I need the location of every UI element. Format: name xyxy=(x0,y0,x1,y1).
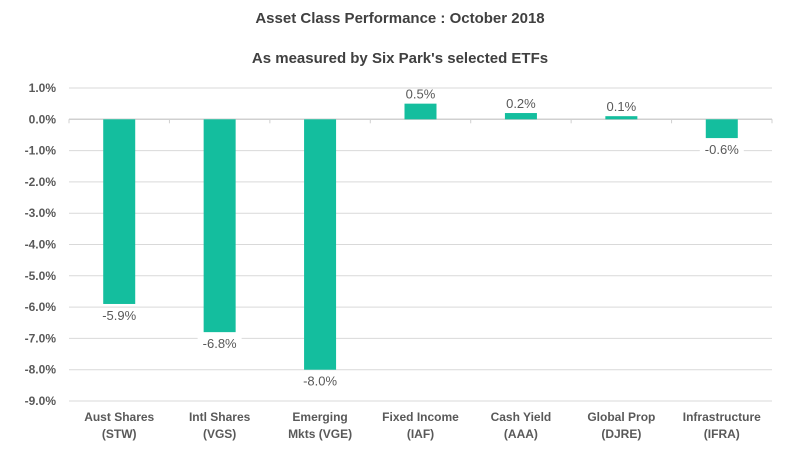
x-tick-label: (AAA) xyxy=(504,427,538,441)
bar xyxy=(103,119,136,304)
data-label: 0.2% xyxy=(506,96,536,111)
data-label: -5.9% xyxy=(102,308,136,323)
x-tick-label: Emerging xyxy=(292,410,347,424)
y-tick-label: -5.0% xyxy=(25,269,57,283)
y-tick-label: -6.0% xyxy=(25,300,57,314)
bar xyxy=(404,103,437,120)
bar xyxy=(504,113,537,120)
bar xyxy=(605,116,638,120)
x-tick-label: Global Prop xyxy=(587,410,655,424)
x-tick-label: Fixed Income xyxy=(382,410,459,424)
data-label-bg xyxy=(298,373,343,390)
x-tick-label: (VGS) xyxy=(203,427,236,441)
y-tick-label: -2.0% xyxy=(25,175,57,189)
x-tick-label: (DJRE) xyxy=(601,427,641,441)
y-tick-label: -4.0% xyxy=(25,238,57,252)
x-tick-label: (IAF) xyxy=(407,427,434,441)
x-tick-label: Intl Shares xyxy=(189,410,251,424)
y-tick-label: -3.0% xyxy=(25,206,57,220)
bar xyxy=(203,119,236,333)
x-tick-label: Cash Yield xyxy=(491,410,552,424)
y-tick-label: -9.0% xyxy=(25,394,57,408)
data-label-bg xyxy=(699,142,744,159)
chart-title: Asset Class Performance : October 2018 xyxy=(255,10,545,27)
x-tick-label: Infrastructure xyxy=(683,410,761,424)
bar xyxy=(304,119,337,370)
chart-subtitle: As measured by Six Park's selected ETFs xyxy=(251,50,549,67)
x-tick-label: Mkts (VGE) xyxy=(288,427,352,441)
y-tick-label: -7.0% xyxy=(25,331,57,345)
data-label: -8.0% xyxy=(303,374,337,389)
data-label-bg xyxy=(197,336,242,353)
x-tick-label: Aust Shares xyxy=(84,410,154,424)
data-label: -6.8% xyxy=(203,336,237,351)
data-label-bg xyxy=(97,307,142,324)
y-tick-label: 1.0% xyxy=(29,81,57,95)
x-tick-label: (STW) xyxy=(102,427,137,441)
y-tick-label: -8.0% xyxy=(25,363,57,377)
data-label: -0.6% xyxy=(705,142,739,157)
data-label: 0.1% xyxy=(607,99,637,114)
y-tick-label: -1.0% xyxy=(25,144,57,158)
data-label: 0.5% xyxy=(406,87,436,102)
x-tick-label: (IFRA) xyxy=(704,427,740,441)
bar xyxy=(705,119,738,139)
y-tick-label: 0.0% xyxy=(29,112,57,126)
